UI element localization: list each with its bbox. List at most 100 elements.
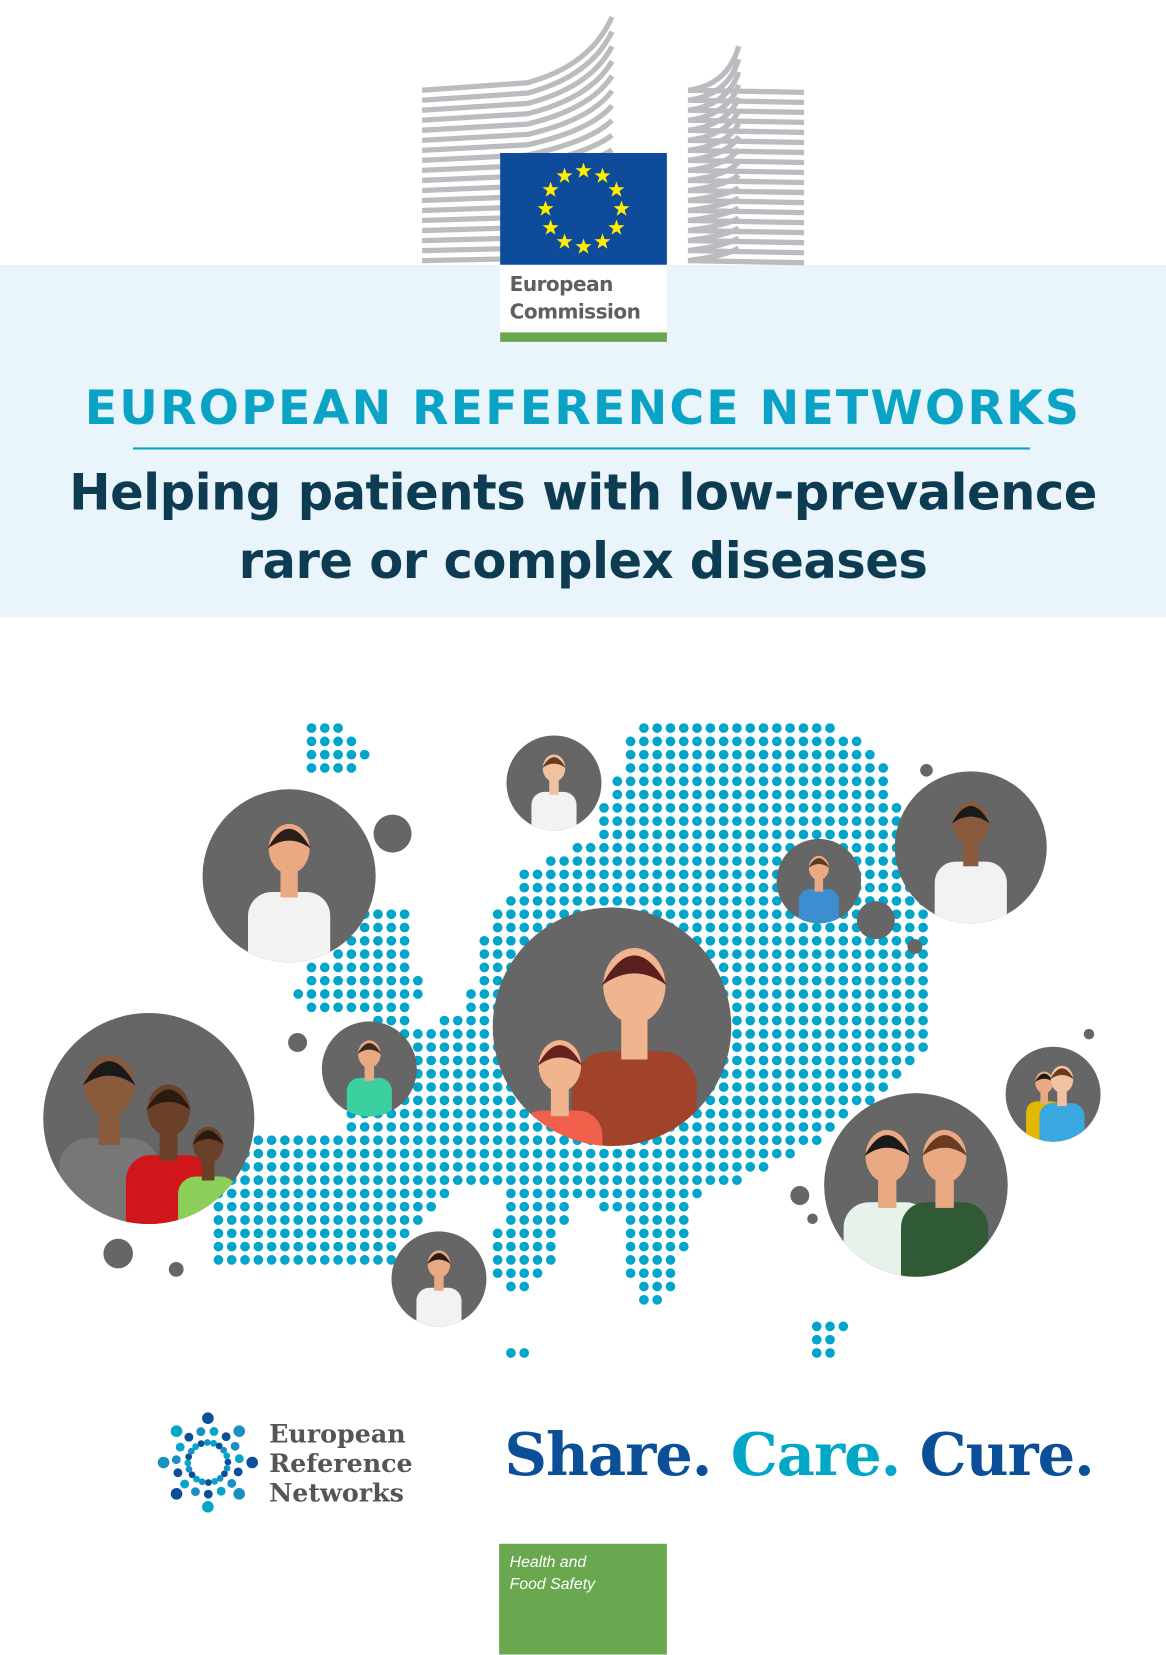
map-dot <box>758 816 769 827</box>
map-dot <box>506 1348 516 1358</box>
map-dot <box>745 882 756 893</box>
map-dot <box>266 1228 277 1239</box>
map-dot <box>545 856 556 866</box>
map-dot <box>758 922 769 933</box>
map-dot <box>359 1241 370 1252</box>
map-dot <box>825 1002 835 1013</box>
map-dot <box>625 1228 636 1239</box>
map-dot <box>532 1161 543 1172</box>
map-dot <box>785 935 795 946</box>
map-dot <box>492 1161 503 1172</box>
map-dot <box>678 1135 689 1146</box>
map-dot <box>413 1161 423 1172</box>
map-dot <box>918 922 928 933</box>
map-dot <box>878 1082 889 1092</box>
ern-logo-dot <box>233 1488 246 1500</box>
map-dot <box>625 763 636 773</box>
map-dot <box>399 1175 410 1185</box>
map-dot <box>386 1015 397 1026</box>
map-dot <box>692 829 702 840</box>
map-dot <box>519 1148 530 1159</box>
person-hair <box>357 1043 382 1055</box>
map-dot <box>865 1015 875 1026</box>
map-dot <box>811 763 822 773</box>
map-dot <box>386 989 397 999</box>
map-dot <box>652 1188 663 1199</box>
map-dot <box>785 749 795 760</box>
map-dot <box>253 1188 264 1199</box>
map-dot <box>811 1029 822 1039</box>
map-dot <box>825 803 835 813</box>
map-dot <box>413 1135 423 1146</box>
building-stripe-left <box>421 103 615 154</box>
map-dot <box>639 723 649 733</box>
ern-logo-dot <box>205 1479 212 1486</box>
map-dot <box>811 749 822 760</box>
map-dot <box>413 1029 423 1039</box>
map-dot <box>745 763 756 773</box>
map-dot <box>745 842 756 853</box>
map-dot <box>652 1241 663 1252</box>
map-dot <box>240 1241 250 1252</box>
map-dot <box>811 1334 822 1345</box>
map-dot <box>838 1108 849 1119</box>
map-dot <box>373 1002 383 1013</box>
eu-star <box>575 162 592 178</box>
eu-star <box>594 167 611 183</box>
map-dot <box>612 1161 623 1172</box>
map-dot <box>399 1228 410 1239</box>
map-dot <box>426 1068 437 1079</box>
map-dot <box>891 1055 902 1066</box>
ern-logo-dot <box>230 1441 240 1451</box>
map-dot <box>811 803 822 813</box>
person-hair <box>1034 1073 1054 1083</box>
map-dot <box>319 736 330 747</box>
map-dot <box>319 1188 330 1199</box>
map-dot <box>745 1148 756 1159</box>
map-dot <box>519 1175 530 1185</box>
map-dot <box>559 1201 569 1212</box>
map-dot <box>413 975 423 986</box>
map-dot <box>678 1188 689 1199</box>
map-dot <box>559 1215 569 1225</box>
map-dot <box>559 882 569 893</box>
map-dot <box>426 1042 437 1053</box>
map-dot <box>665 723 676 733</box>
map-dot <box>399 1188 410 1199</box>
map-dot <box>705 763 716 773</box>
map-dot <box>612 882 623 893</box>
map-dot <box>333 1148 343 1159</box>
map-dot <box>333 723 343 733</box>
map-dot <box>652 1215 663 1225</box>
map-dot <box>732 975 742 986</box>
slogan-cure: Cure. <box>919 1420 1095 1490</box>
grey-bubble <box>168 1262 184 1277</box>
map-dot <box>333 1255 343 1265</box>
map-dot <box>771 1068 782 1079</box>
map-dot <box>545 1148 556 1159</box>
map-dot <box>519 1135 530 1146</box>
map-dot <box>639 1215 649 1225</box>
map-dot <box>625 869 636 880</box>
map-dot <box>359 1161 370 1172</box>
map-dot <box>559 1135 569 1146</box>
map-dot <box>745 869 756 880</box>
map-dot <box>758 1108 769 1119</box>
map-dot <box>732 882 742 893</box>
map-dot <box>904 909 915 920</box>
map-dot <box>386 1175 397 1185</box>
map-dot <box>705 829 716 840</box>
map-dot <box>798 949 809 959</box>
map-dot <box>293 1201 304 1212</box>
map-dot <box>785 1015 795 1026</box>
map-dot <box>373 935 383 946</box>
map-dot <box>439 1042 450 1053</box>
map-dot <box>652 1281 663 1292</box>
map-dot <box>718 749 729 760</box>
map-dot <box>811 723 822 733</box>
map-dot <box>705 749 716 760</box>
map-dot <box>386 1161 397 1172</box>
map-dot <box>771 1148 782 1159</box>
person-body <box>346 1077 392 1117</box>
